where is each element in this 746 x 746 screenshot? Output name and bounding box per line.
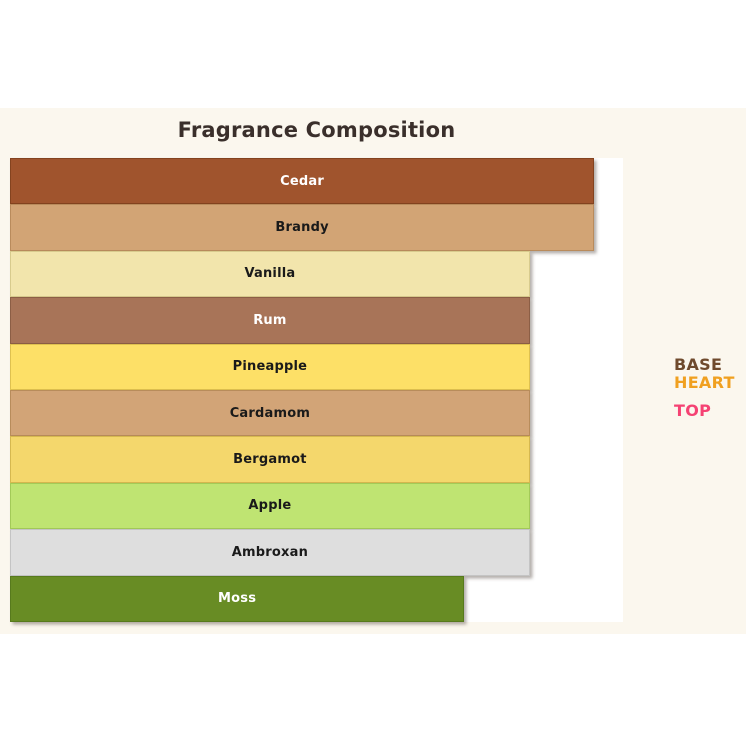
plot-area: Cedar Brandy Vanilla Rum Pineapple Carda… — [10, 158, 623, 622]
legend-item-heart: HEART — [674, 373, 735, 392]
bar-label: Brandy — [275, 220, 329, 236]
bar-label: Apple — [248, 498, 292, 514]
legend-item-top: TOP — [674, 401, 712, 420]
bar: Bergamot — [10, 436, 530, 483]
bar: Cardamom — [10, 389, 530, 437]
bar: Cedar — [10, 158, 595, 205]
legend: BASE HEART TOP — [674, 356, 735, 420]
bar-label: Moss — [218, 591, 257, 607]
bar-label: Ambroxan — [231, 544, 309, 560]
bar: Rum — [10, 297, 530, 344]
legend-item-base: BASE — [674, 355, 723, 374]
bar-label: Bergamot — [233, 452, 307, 468]
bar-label: Rum — [253, 312, 287, 328]
bar: Vanilla — [10, 250, 530, 298]
bar-label: Cedar — [280, 173, 325, 189]
bar: Brandy — [10, 204, 595, 251]
bar: Moss — [10, 575, 465, 622]
bar-label: Pineapple — [232, 359, 308, 375]
bar: Apple — [10, 482, 530, 530]
chart-title: Fragrance Composition — [177, 118, 456, 142]
bar: Pineapple — [10, 343, 530, 390]
bar: Ambroxan — [10, 529, 530, 576]
bar-label: Vanilla — [244, 266, 296, 282]
bar-label: Cardamom — [229, 405, 311, 421]
